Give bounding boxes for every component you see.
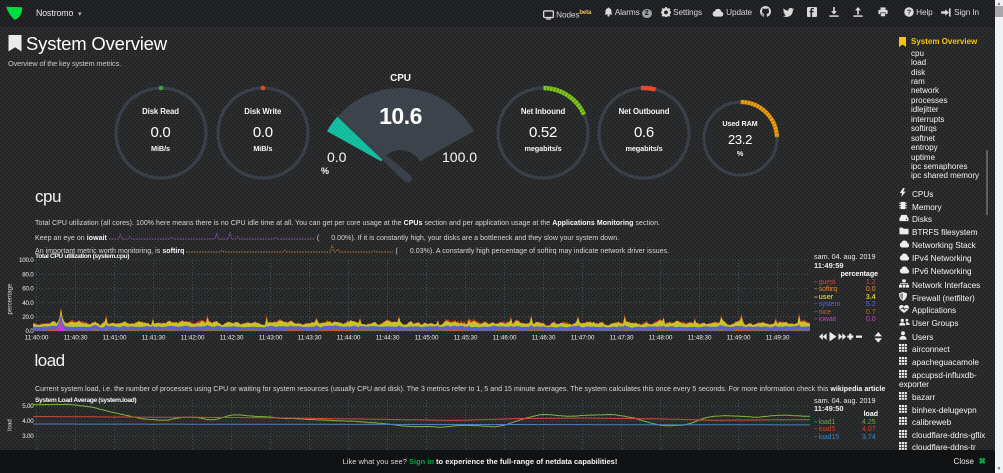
svg-text:?: ? <box>907 8 911 16</box>
